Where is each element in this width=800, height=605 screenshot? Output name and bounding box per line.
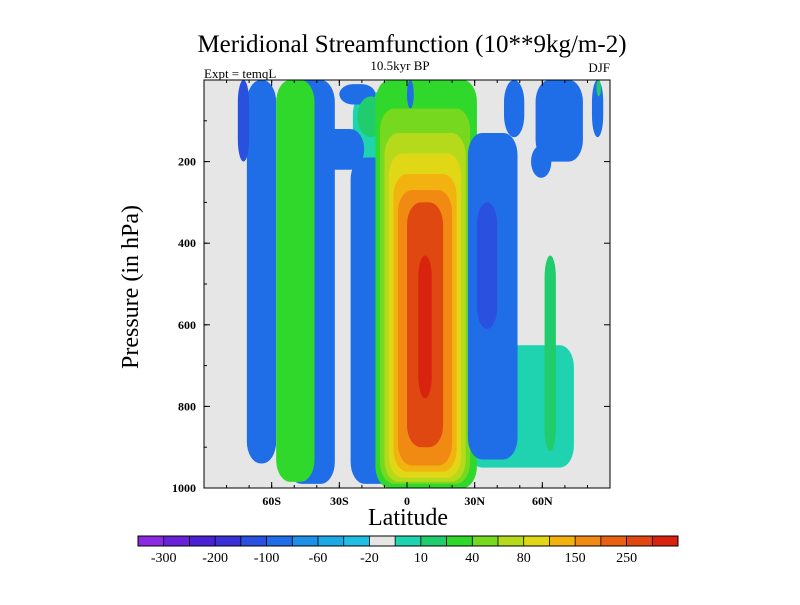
colorbar-label-6: 40 — [465, 551, 479, 566]
colorbar-label-3: -60 — [309, 551, 328, 566]
x-tick-label-4: 60N — [532, 494, 553, 508]
colorbar-swatch-3 — [215, 536, 242, 546]
y-tick-label-4: 1000 — [172, 481, 196, 495]
colorbar-swatch-18 — [600, 536, 627, 546]
colorbar-swatch-7 — [318, 536, 345, 546]
contour-region-26 — [596, 80, 601, 97]
colorbar-swatch-17 — [575, 536, 602, 546]
y-ticks: 200 400 600 800 1000 — [172, 120, 610, 495]
y-tick-label-3: 800 — [178, 399, 196, 413]
colorbar-swatch-14 — [498, 536, 525, 546]
experiment-label: Expt = temqL — [204, 66, 276, 81]
colorbar-swatch-5 — [266, 536, 293, 546]
colorbar-frame — [137, 535, 679, 547]
contour-region-20 — [503, 80, 525, 138]
x-tick-label-0: 60S — [262, 494, 281, 508]
contour-region-2 — [246, 80, 277, 464]
colorbar-swatch-0 — [138, 536, 165, 546]
x-tick-label-2: 0 — [404, 494, 410, 508]
contour-region-19 — [476, 202, 498, 329]
contour-region-8 — [276, 80, 315, 482]
colorbar-label-1: -200 — [202, 551, 228, 566]
colorbar-label-2: -100 — [254, 551, 280, 566]
colorbar-label-4: -20 — [360, 551, 379, 566]
contour-region-22 — [531, 145, 552, 178]
y-axis-label: Pressure (in hPa) — [118, 205, 144, 369]
colorbar-swatch-2 — [189, 536, 216, 546]
contour-region-6 — [321, 128, 365, 170]
colorbar-label-8: 150 — [565, 551, 586, 566]
colorbar: -300 -200 -100 -60 -20 10 40 80 150 250 — [137, 535, 679, 566]
colorbar-swatch-19 — [626, 536, 653, 546]
colorbar-label-5: 10 — [414, 551, 428, 566]
contour-region-23 — [591, 80, 604, 138]
contour-region-25 — [544, 255, 556, 452]
colorbar-swatch-15 — [523, 536, 550, 546]
colorbar-swatch-20 — [652, 536, 679, 546]
colorbar-swatch-1 — [163, 536, 190, 546]
chart-title: Meridional Streamfunction (10**9kg/m-2) — [197, 31, 626, 58]
contour-region-21 — [535, 80, 583, 162]
y-tick-label-0: 200 — [178, 155, 196, 169]
period-label: 10.5kyr BP — [370, 58, 429, 73]
colorbar-label-7: 80 — [517, 551, 531, 566]
contour-fill-group — [237, 80, 604, 488]
contour-region-24 — [407, 80, 414, 109]
contour-region-17 — [418, 255, 432, 399]
colorbar-swatch-13 — [472, 536, 499, 546]
x-tick-label-1: 30S — [330, 494, 349, 508]
colorbar-swatch-10 — [395, 536, 422, 546]
x-ticks: 60S 30S 0 30N 60N — [226, 80, 588, 508]
colorbar-swatch-16 — [549, 536, 576, 546]
y-tick-label-2: 600 — [178, 318, 196, 332]
contour-region-3 — [237, 80, 250, 162]
colorbar-label-9: 250 — [616, 551, 637, 566]
colorbar-swatch-4 — [240, 536, 267, 546]
colorbar-swatch-11 — [420, 536, 447, 546]
colorbar-swatch-8 — [343, 536, 370, 546]
colorbar-swatch-12 — [446, 536, 473, 546]
x-tick-label-3: 30N — [464, 494, 485, 508]
colorbar-swatch-9 — [369, 536, 396, 546]
season-label: DJF — [588, 60, 610, 75]
x-axis-label: Latitude — [368, 505, 448, 531]
colorbar-label-0: -300 — [151, 551, 177, 566]
colorbar-swatch-6 — [292, 536, 319, 546]
y-tick-label-1: 400 — [178, 236, 196, 250]
plot-area: 60S 30S 0 30N 60N 200 400 600 800 1000 — [172, 79, 611, 508]
